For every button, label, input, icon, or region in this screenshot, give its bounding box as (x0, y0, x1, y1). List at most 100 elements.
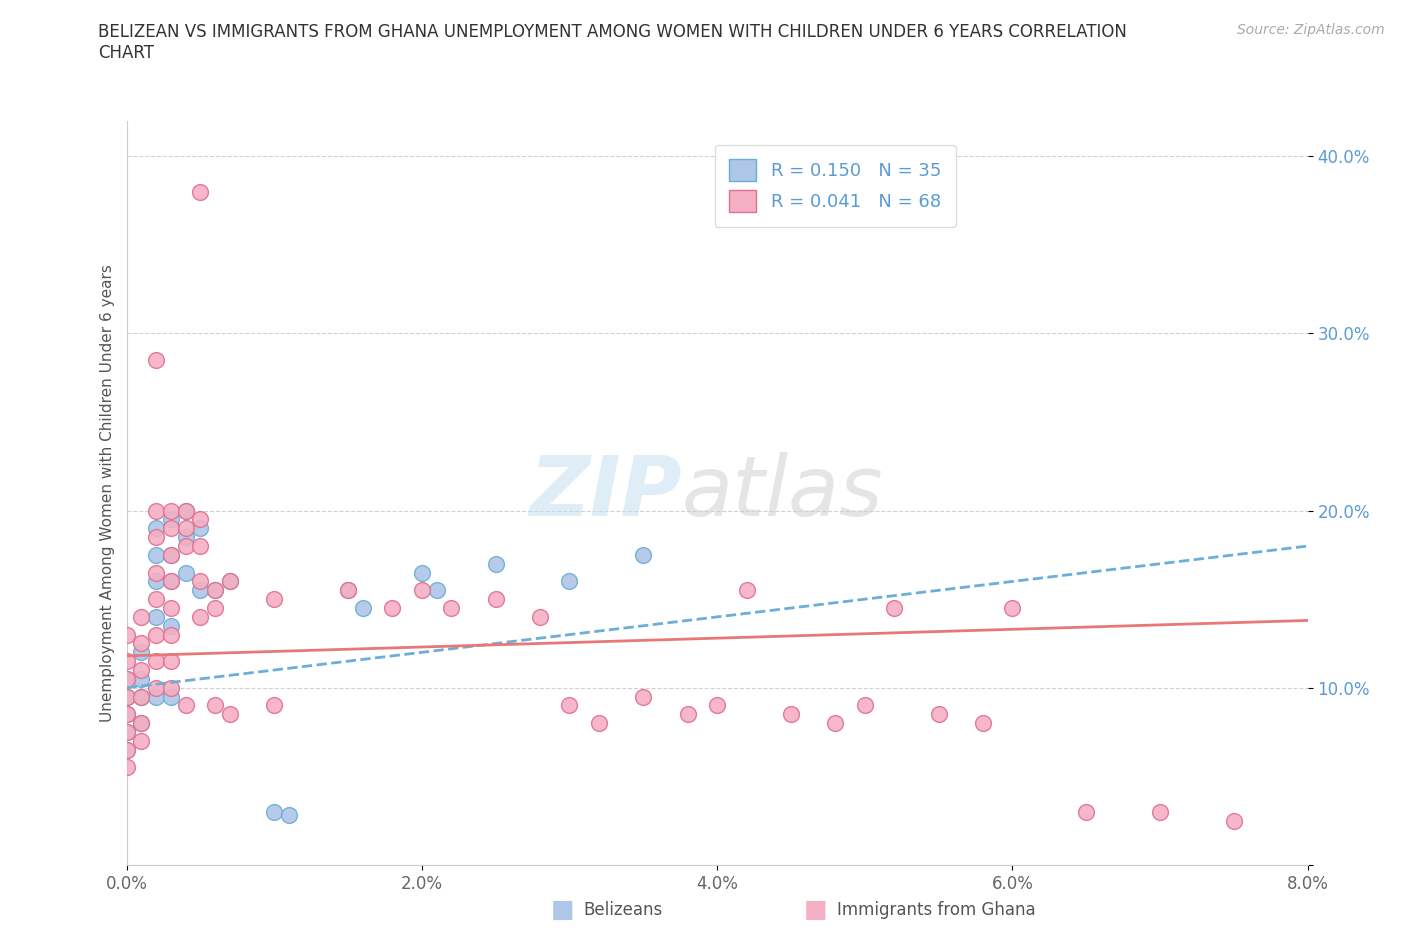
Point (160, 681, 183, 696)
Legend: R = 0.150   N = 35, R = 0.041   N = 68: R = 0.150 N = 35, R = 0.041 N = 68 (714, 145, 956, 227)
Point (160, 548, 183, 563)
Point (381, 601, 404, 616)
Point (188, 512, 212, 527)
Point (440, 601, 463, 616)
Point (115, 724, 138, 739)
Point (484, 591, 508, 606)
Point (115, 627, 138, 642)
Point (972, 716, 994, 731)
Point (160, 548, 183, 563)
Point (263, 591, 285, 606)
Point (129, 671, 153, 686)
Point (779, 707, 801, 722)
Point (529, 609, 551, 624)
Point (160, 627, 183, 642)
Point (676, 707, 699, 722)
Point (188, 609, 212, 624)
Point (160, 574, 183, 589)
Point (160, 689, 183, 704)
Point (115, 707, 138, 722)
Point (411, 565, 433, 580)
Point (129, 689, 153, 704)
Point (204, 583, 226, 598)
Point (145, 654, 167, 669)
Point (1076, 804, 1098, 819)
Point (145, 627, 167, 642)
Point (129, 716, 153, 731)
Point (204, 583, 226, 598)
Point (633, 548, 655, 563)
Point (160, 521, 183, 536)
Point (160, 503, 183, 518)
Point (204, 698, 226, 713)
Point (426, 583, 449, 598)
Point (1223, 813, 1246, 828)
Point (337, 583, 360, 598)
Point (558, 574, 581, 589)
Point (188, 538, 212, 553)
Point (928, 707, 950, 722)
Point (115, 760, 138, 775)
Text: Belizeans: Belizeans (583, 900, 662, 919)
Point (160, 618, 183, 633)
Point (160, 512, 183, 527)
Point (115, 742, 138, 757)
Point (160, 601, 183, 616)
Point (188, 521, 212, 536)
Point (129, 734, 153, 749)
Point (160, 574, 183, 589)
Point (145, 689, 167, 704)
Point (174, 503, 197, 518)
Point (853, 698, 876, 713)
Point (115, 742, 138, 757)
Point (263, 804, 285, 819)
Point (1001, 601, 1024, 616)
Point (174, 538, 197, 553)
Point (174, 698, 197, 713)
Point (352, 601, 374, 616)
Point (174, 521, 197, 536)
Point (1149, 804, 1171, 819)
Text: Source: ZipAtlas.com: Source: ZipAtlas.com (1237, 23, 1385, 37)
Point (204, 601, 226, 616)
Point (145, 681, 167, 696)
Point (145, 548, 167, 563)
Text: ■: ■ (551, 897, 574, 922)
Point (145, 503, 167, 518)
Point (706, 698, 728, 713)
Point (145, 591, 167, 606)
Text: atlas: atlas (682, 452, 883, 534)
Point (145, 565, 167, 580)
Point (337, 583, 360, 598)
Point (115, 654, 138, 669)
Point (219, 574, 242, 589)
Point (129, 716, 153, 731)
Point (263, 698, 285, 713)
Point (735, 583, 758, 598)
Point (558, 698, 581, 713)
Text: ZIP: ZIP (529, 452, 682, 534)
Point (115, 707, 138, 722)
Point (174, 503, 197, 518)
Point (278, 808, 301, 823)
Point (188, 184, 212, 199)
Point (145, 352, 167, 367)
Y-axis label: Unemployment Among Women with Children Under 6 years: Unemployment Among Women with Children U… (100, 264, 115, 722)
Point (160, 654, 183, 669)
Point (145, 530, 167, 545)
Text: BELIZEAN VS IMMIGRANTS FROM GHANA UNEMPLOYMENT AMONG WOMEN WITH CHILDREN UNDER 6: BELIZEAN VS IMMIGRANTS FROM GHANA UNEMPL… (98, 23, 1128, 62)
Point (145, 609, 167, 624)
Text: Immigrants from Ghana: Immigrants from Ghana (837, 900, 1035, 919)
Point (883, 601, 905, 616)
Point (219, 707, 242, 722)
Point (588, 716, 610, 731)
Point (115, 671, 138, 686)
Point (129, 662, 153, 677)
Point (484, 556, 508, 571)
Point (411, 583, 433, 598)
Point (115, 689, 138, 704)
Point (129, 636, 153, 651)
Point (174, 530, 197, 545)
Point (188, 583, 212, 598)
Point (115, 671, 138, 686)
